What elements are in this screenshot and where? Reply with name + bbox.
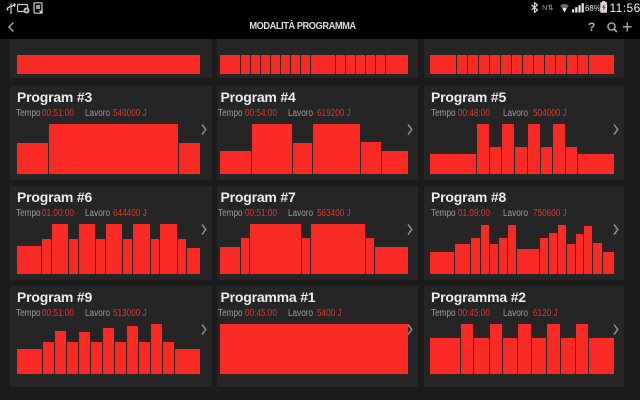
svg-text:N⇅: N⇅ <box>542 3 554 12</box>
